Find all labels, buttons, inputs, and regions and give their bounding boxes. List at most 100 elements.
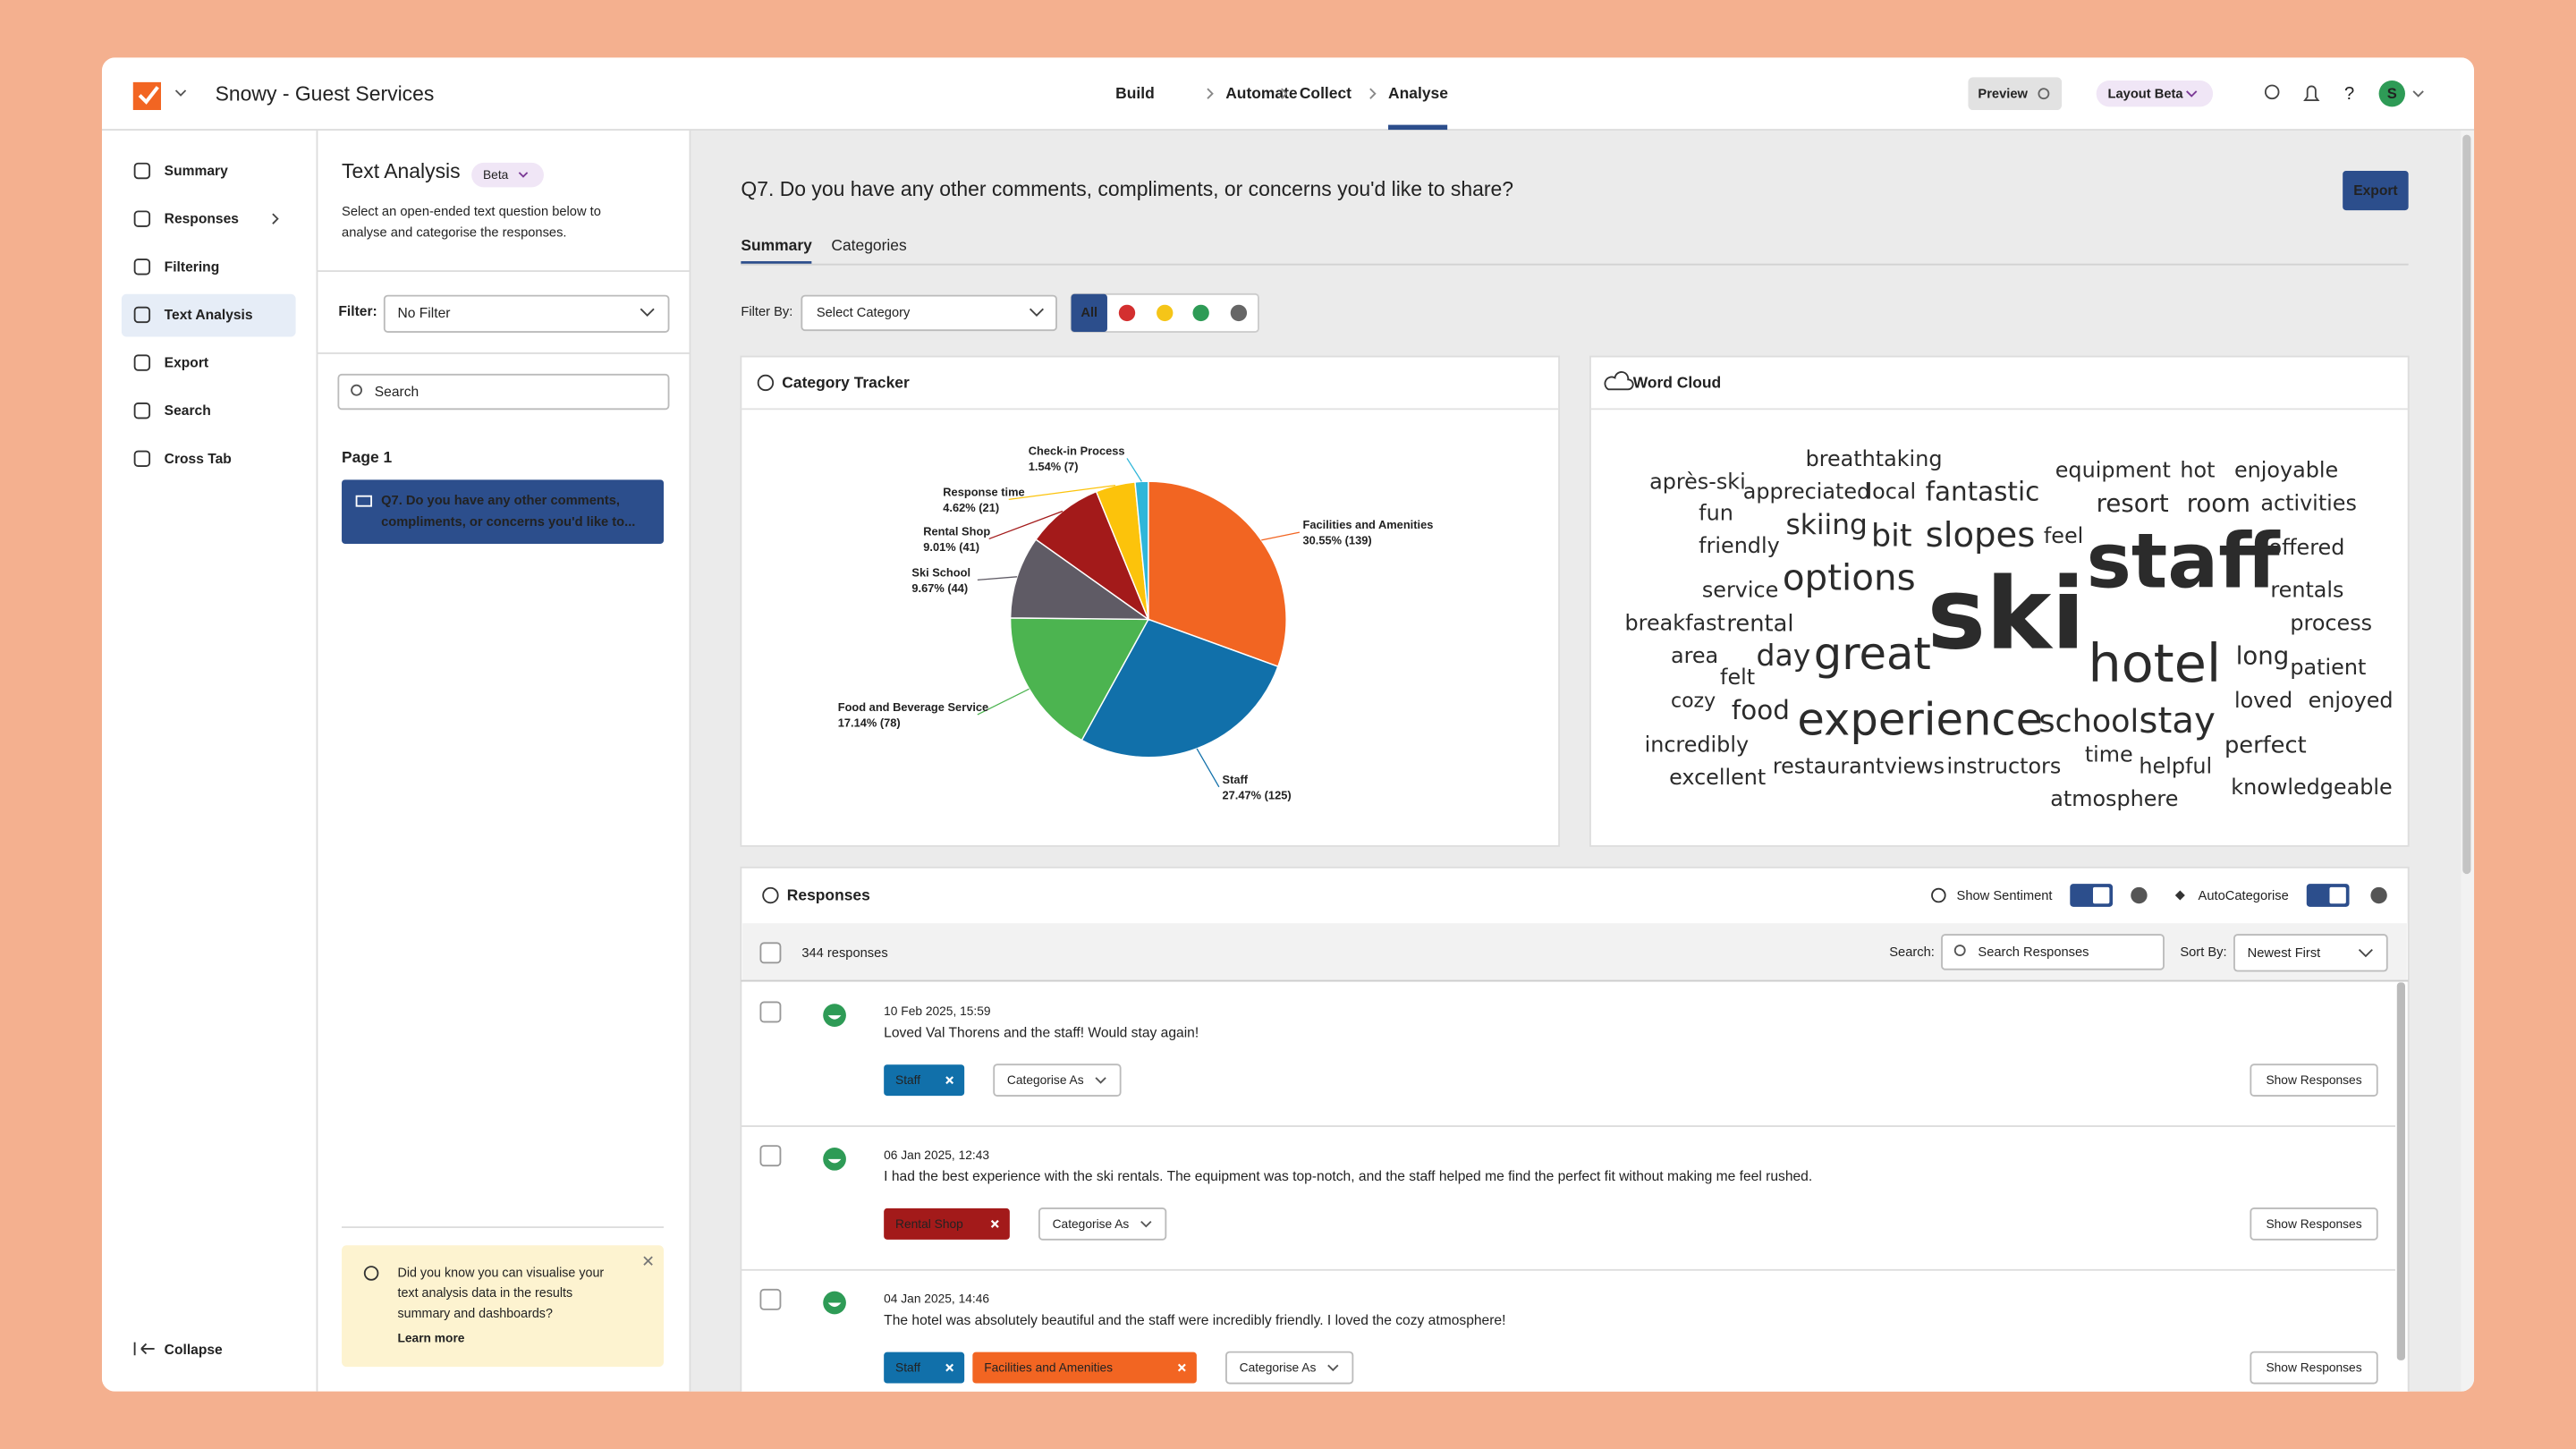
tag-remove[interactable] xyxy=(945,1076,954,1085)
filter-select[interactable] xyxy=(383,294,670,333)
collapse-label[interactable]: Collapse xyxy=(165,1343,223,1358)
sentiment-positive[interactable] xyxy=(1192,304,1209,322)
eye-icon xyxy=(2038,88,2050,100)
cloud-word: experience xyxy=(1797,694,2043,746)
search-label: Search: xyxy=(1889,945,1935,960)
avatar[interactable] xyxy=(2378,80,2405,107)
tab[interactable]: Categories xyxy=(831,236,907,254)
select-all-checkbox[interactable] xyxy=(759,942,782,964)
sidebar-item[interactable]: Cross Tab xyxy=(165,452,232,467)
sidebar-item[interactable]: Export xyxy=(165,356,208,371)
scroll-thumb[interactable] xyxy=(2462,134,2471,875)
sentiment-all[interactable] xyxy=(1071,293,1107,333)
export-button[interactable] xyxy=(2343,171,2409,211)
sentiment-none[interactable] xyxy=(1230,304,1248,322)
pie-label: Staff xyxy=(1223,773,1249,786)
question-icon xyxy=(355,495,373,507)
categorise-button[interactable] xyxy=(1038,1208,1167,1241)
row-checkbox[interactable] xyxy=(759,1001,782,1023)
tip-link[interactable]: Learn more xyxy=(397,1332,464,1345)
show-responses-button[interactable] xyxy=(2250,1063,2378,1097)
sidebar-icon xyxy=(133,450,151,468)
layout-label: Layout Beta xyxy=(2108,87,2184,101)
tag-remove[interactable] xyxy=(1177,1363,1186,1372)
sentiment-neutral[interactable] xyxy=(1157,304,1174,322)
row-checkbox[interactable] xyxy=(759,1288,782,1310)
leader-line xyxy=(1008,485,1116,501)
category-tag-label: Staff xyxy=(895,1361,920,1375)
cloud-word: skiing xyxy=(1786,509,1868,541)
categorise-button[interactable] xyxy=(993,1063,1122,1097)
tip-line: text analysis data in the results xyxy=(397,1286,572,1301)
response-search[interactable] xyxy=(1941,934,2165,970)
tab[interactable]: Summary xyxy=(741,236,812,254)
show-responses-label: Show Responses xyxy=(2266,1361,2361,1375)
tip-close[interactable] xyxy=(643,1256,653,1266)
logo-check xyxy=(138,86,159,105)
layout-button[interactable] xyxy=(2096,80,2214,107)
sort-select[interactable] xyxy=(2233,934,2388,972)
nav-item[interactable]: Collect xyxy=(1300,84,1352,102)
tip-box xyxy=(342,1245,665,1368)
sidebar-active xyxy=(121,293,296,337)
collapse-icon[interactable] xyxy=(133,1342,155,1356)
preview-label: Preview xyxy=(1978,87,2028,101)
face-smile xyxy=(827,1015,842,1020)
response-text: I had the best experience with the ski r… xyxy=(884,1169,1812,1184)
row-checkbox[interactable] xyxy=(759,1145,782,1167)
nav-item[interactable]: Automate xyxy=(1225,84,1298,102)
tip-line: Did you know you can visualise your xyxy=(397,1266,604,1280)
avatar-letter: S xyxy=(2387,85,2397,102)
category-select[interactable] xyxy=(801,294,1057,332)
toggle-knob xyxy=(2329,886,2346,904)
sidebar-item[interactable]: Responses xyxy=(165,212,240,227)
category-tag-label: Rental Shop xyxy=(895,1217,963,1231)
pie-slice xyxy=(1009,617,1150,741)
leader-line xyxy=(988,510,1063,540)
show-responses-button[interactable] xyxy=(2250,1351,2378,1385)
cloud-word: fantastic xyxy=(1926,477,2040,507)
bulb-icon xyxy=(363,1266,379,1281)
sidebar-icon xyxy=(133,402,151,419)
info-icon[interactable] xyxy=(2370,886,2387,904)
bell-icon[interactable] xyxy=(2303,85,2320,101)
cloud-word: excellent xyxy=(1669,765,1766,790)
sidebar-item[interactable]: Summary xyxy=(165,164,228,179)
help-icon[interactable]: ? xyxy=(2344,84,2354,104)
cloud-word: staff xyxy=(2087,518,2282,606)
sentiment-face xyxy=(823,1291,846,1315)
nav-item[interactable]: Build xyxy=(1115,84,1155,102)
question-card[interactable] xyxy=(342,479,665,544)
nav-underline xyxy=(1388,124,1448,131)
cloud-word: views xyxy=(1885,753,1945,778)
cloud-word: fun xyxy=(1699,500,1733,525)
sidebar-item[interactable]: Text Analysis xyxy=(165,308,253,323)
logo[interactable] xyxy=(132,81,161,111)
show-responses-button[interactable] xyxy=(2250,1208,2378,1241)
info-icon[interactable] xyxy=(2131,886,2148,904)
responses-scroll-thumb[interactable] xyxy=(2396,982,2405,1360)
sidebar-item[interactable]: Search xyxy=(165,403,211,419)
panel-search[interactable] xyxy=(337,373,670,411)
logo-caret[interactable] xyxy=(174,89,187,97)
tag-remove[interactable] xyxy=(990,1219,999,1228)
leader-line xyxy=(977,576,1018,581)
panel-desc: Select an open-ended text question below… xyxy=(342,205,601,219)
sidebar-item[interactable]: Filtering xyxy=(165,259,220,275)
nav-item[interactable]: Analyse xyxy=(1388,84,1448,102)
category-tag xyxy=(972,1352,1197,1384)
wordcloud-title: Word Cloud xyxy=(1633,373,1721,391)
response-date: 06 Jan 2025, 12:43 xyxy=(884,1148,989,1162)
sparkle-icon xyxy=(2174,890,2185,901)
category-tag xyxy=(884,1064,965,1097)
avatar-caret[interactable] xyxy=(2412,90,2424,97)
cloud-word: slopes xyxy=(1926,515,2036,555)
add-user-icon[interactable] xyxy=(2264,84,2280,100)
response-date: 10 Feb 2025, 15:59 xyxy=(884,1004,990,1018)
preview-button[interactable] xyxy=(1968,77,2063,111)
tag-remove[interactable] xyxy=(945,1363,954,1372)
sentiment-negative[interactable] xyxy=(1118,304,1136,322)
question-line: Q7. Do you have any other comments, xyxy=(381,494,620,508)
categorise-button[interactable] xyxy=(1225,1351,1354,1385)
cloud-word: bit xyxy=(1871,519,1912,555)
